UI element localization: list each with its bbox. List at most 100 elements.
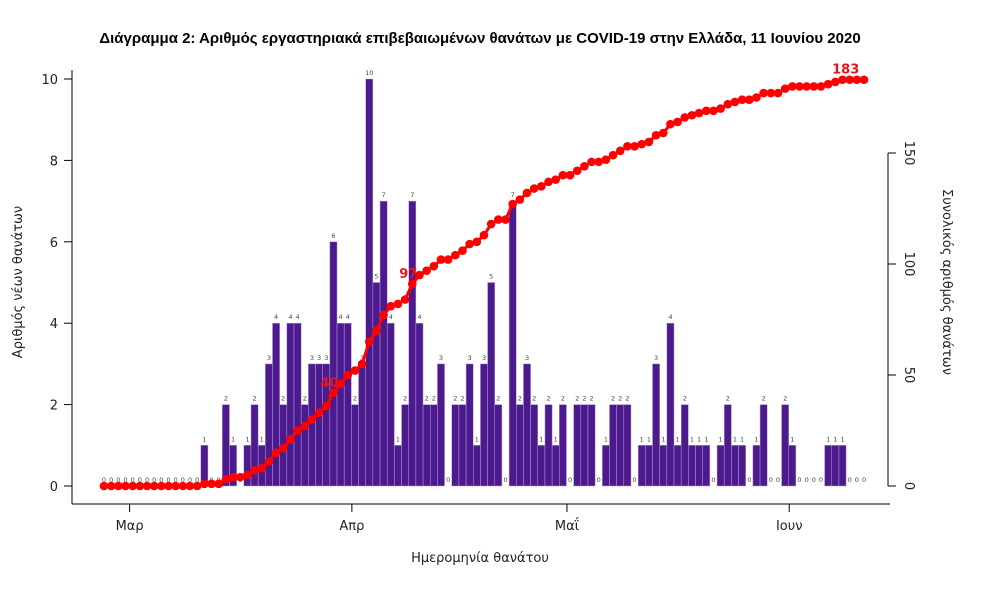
bar-label: 0 bbox=[102, 476, 106, 484]
cumulative-point bbox=[321, 401, 331, 411]
cumulative-point bbox=[594, 157, 604, 167]
bar-label: 1 bbox=[690, 435, 694, 443]
bar-label: 0 bbox=[116, 476, 120, 484]
cumulative-point bbox=[802, 82, 811, 91]
bar-label: 0 bbox=[848, 476, 852, 484]
bar-label: 1 bbox=[539, 435, 543, 443]
bar-label: 1 bbox=[475, 435, 479, 443]
y-tick-label: 10 bbox=[41, 73, 58, 88]
x-tick-label: Μαΐ bbox=[555, 518, 580, 534]
cumulative-point bbox=[515, 195, 525, 204]
cumulative-point bbox=[386, 301, 396, 311]
bar bbox=[666, 322, 675, 487]
cumulative-point bbox=[759, 88, 768, 98]
bar bbox=[544, 404, 553, 487]
bar-label: 2 bbox=[432, 395, 436, 403]
bar-label: 0 bbox=[446, 476, 450, 484]
cumulative-point bbox=[293, 426, 302, 435]
bar bbox=[451, 404, 460, 487]
bar bbox=[659, 445, 668, 487]
cumulative-point bbox=[300, 421, 310, 431]
cumulative-point bbox=[752, 93, 761, 102]
bar bbox=[408, 200, 417, 487]
bar-label: 7 bbox=[410, 191, 414, 199]
bar bbox=[487, 282, 496, 487]
bar bbox=[480, 363, 488, 487]
cumulative-point bbox=[673, 117, 682, 127]
bar bbox=[716, 445, 725, 487]
cumulative-point bbox=[544, 177, 553, 187]
cumulative-point bbox=[379, 310, 388, 320]
bar-labels-layer: 0000000000000010021012134244233364423105… bbox=[102, 69, 866, 484]
cumulative-point bbox=[788, 82, 797, 91]
bar bbox=[243, 445, 252, 487]
bar bbox=[645, 445, 653, 487]
cumulative-point bbox=[831, 77, 840, 87]
bar-label: 0 bbox=[159, 476, 163, 484]
bar-label: 1 bbox=[202, 435, 206, 443]
bar bbox=[723, 404, 732, 487]
bar bbox=[537, 445, 546, 487]
bar-label: 4 bbox=[417, 313, 421, 321]
cumulative-point bbox=[400, 295, 410, 304]
bar-label: 2 bbox=[460, 395, 464, 403]
y-tick-label: 0 bbox=[50, 480, 58, 495]
bar-label: 1 bbox=[245, 435, 249, 443]
bar-label: 2 bbox=[353, 395, 357, 403]
cumulative-point bbox=[644, 137, 654, 147]
cumulative-point bbox=[458, 246, 467, 255]
bar bbox=[738, 445, 746, 487]
bar-label: 5 bbox=[374, 273, 378, 281]
cumulative-point bbox=[745, 95, 754, 105]
bar bbox=[702, 445, 711, 487]
cumulative-line-layer bbox=[99, 75, 869, 491]
cumulative-point bbox=[658, 128, 668, 138]
cumulative-point bbox=[415, 270, 424, 280]
bar-label: 3 bbox=[482, 354, 486, 362]
bar bbox=[838, 445, 847, 487]
bar-label: 0 bbox=[769, 476, 773, 484]
bar bbox=[358, 363, 366, 487]
cumulative-point bbox=[286, 435, 295, 444]
cumulative-point bbox=[99, 481, 109, 491]
cumulative-point bbox=[838, 75, 847, 85]
cumulative-point bbox=[364, 337, 374, 347]
cumulative-point bbox=[142, 481, 152, 491]
bar-label: 3 bbox=[324, 354, 328, 362]
bar bbox=[559, 404, 567, 487]
bar bbox=[695, 445, 703, 487]
bar bbox=[394, 445, 402, 487]
cumulative-point bbox=[192, 481, 202, 491]
x-tick-label: Απρ bbox=[339, 519, 364, 534]
bar-label: 2 bbox=[403, 395, 407, 403]
bar-label: 0 bbox=[123, 476, 127, 484]
bar-label: 1 bbox=[697, 435, 701, 443]
cumulative-point bbox=[816, 82, 826, 91]
bar-label: 1 bbox=[740, 435, 744, 443]
bar bbox=[222, 404, 230, 487]
bar-label: 4 bbox=[339, 313, 343, 321]
y2-tick-label: 150 bbox=[901, 141, 916, 166]
cumulative-point bbox=[443, 255, 453, 264]
cumulative-point bbox=[680, 113, 690, 122]
bar bbox=[386, 322, 395, 487]
bar-label: 1 bbox=[661, 435, 665, 443]
bar bbox=[365, 78, 374, 487]
bar-label: 3 bbox=[525, 354, 529, 362]
cumulative-annotation: 183 bbox=[832, 63, 859, 78]
bar-label: 1 bbox=[754, 435, 758, 443]
bar bbox=[401, 404, 409, 487]
bar bbox=[458, 404, 467, 487]
bar-label: 1 bbox=[554, 435, 558, 443]
cumulative-point bbox=[336, 379, 345, 389]
cumulative-point bbox=[257, 463, 267, 473]
cumulative-point bbox=[350, 366, 360, 375]
cumulative-point bbox=[171, 481, 180, 491]
cumulative-point bbox=[508, 199, 517, 209]
cumulative-point bbox=[164, 481, 173, 491]
bar bbox=[300, 404, 309, 487]
bar bbox=[781, 404, 789, 487]
bar-label: 1 bbox=[640, 435, 644, 443]
cumulative-point bbox=[630, 142, 639, 151]
bar-label: 1 bbox=[826, 435, 830, 443]
